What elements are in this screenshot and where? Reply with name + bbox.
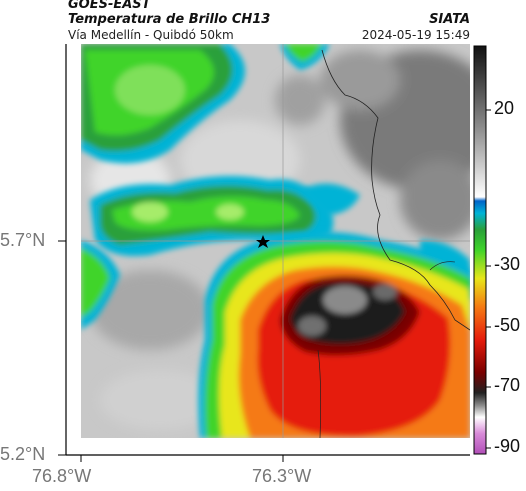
brand-label: SIATA [429, 12, 470, 27]
location-star-icon [256, 235, 270, 248]
map-raster [81, 44, 470, 438]
timestamp-label: 2024-05-19 15:49 [361, 28, 470, 42]
colorbar [473, 45, 487, 455]
lon-tick-label: 76.3°W [252, 466, 312, 486]
lon-tick-label: 76.8°W [32, 466, 92, 486]
route-subtitle: Vía Medellín - Quibdó 50km [68, 28, 234, 42]
colorbar-tick-label: -90 [494, 436, 521, 456]
colorbar-tick-label: -50 [494, 315, 521, 335]
colorbar-tick-label: -30 [494, 254, 521, 274]
lat-tick-label: 5.2°N [0, 444, 46, 464]
colorbar-tick-label: 20 [494, 98, 515, 118]
lat-tick-label: 5.7°N [0, 230, 46, 250]
product-title: Temperatura de Brillo CH13 [68, 12, 271, 27]
satellite-title: GOES-EAST [68, 0, 151, 12]
colorbar-tick-label: -70 [494, 375, 521, 395]
